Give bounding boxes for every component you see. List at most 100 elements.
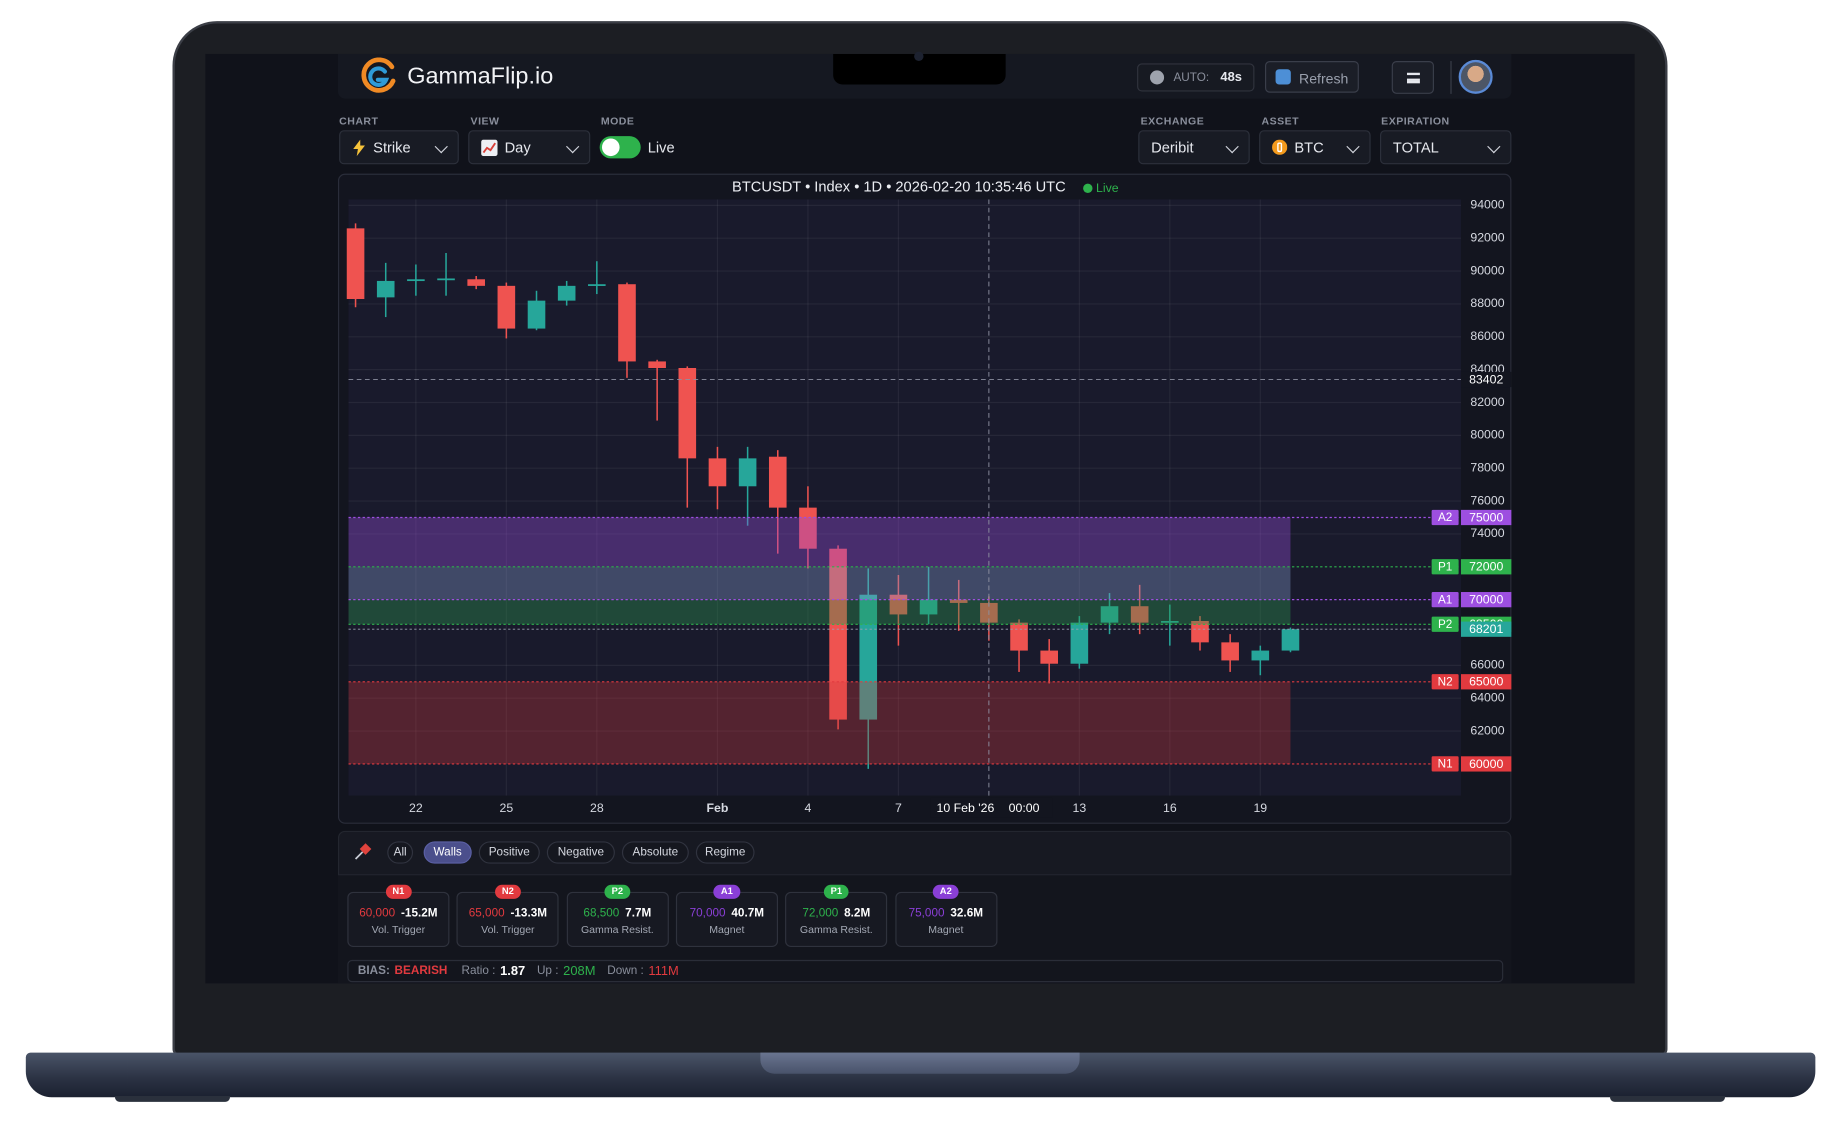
foot (115, 1096, 231, 1102)
card-badge: A2 (932, 884, 959, 899)
level-name-tag (1431, 674, 1459, 690)
candle-body (1221, 642, 1239, 661)
avatar[interactable] (1458, 59, 1493, 94)
card-kind: Vol. Trigger (371, 923, 426, 936)
mode-value: Live (647, 139, 675, 157)
filter-tab[interactable]: All (387, 841, 414, 864)
candle-body (497, 285, 516, 329)
menu-icon (1406, 72, 1420, 84)
candle-body (527, 300, 546, 329)
control-label: ASSET (1261, 115, 1300, 127)
filter-tab[interactable]: Walls (423, 841, 472, 864)
filter-tab[interactable]: Regime (695, 841, 755, 864)
candle-body (1161, 621, 1179, 623)
card-kind: Gamma Resist. (799, 923, 873, 936)
expiration-select[interactable]: TOTAL (1380, 130, 1512, 165)
filter-tab[interactable]: Positive (478, 841, 540, 864)
card-row: 65,000 -13.3M (458, 907, 558, 920)
chevron (434, 140, 448, 154)
level-name: P1 (1438, 560, 1452, 573)
card-gex: 40.7M (731, 907, 765, 921)
level-zone (348, 681, 1291, 764)
base-groove (760, 1052, 1080, 1074)
toggle-knob (601, 138, 620, 157)
card-row: 72,000 8.2M (786, 907, 886, 920)
divider (1450, 61, 1452, 94)
crosshair-date-tag (930, 797, 1053, 818)
candle-body (738, 458, 757, 487)
card-strike: 75,000 (908, 907, 945, 921)
timer-icon (1150, 70, 1165, 85)
chevron (1225, 140, 1239, 154)
chevron (1487, 140, 1501, 154)
candle-body (708, 458, 727, 487)
card-strike: 70,000 (689, 907, 726, 921)
level-value: 65000 (1469, 675, 1503, 689)
level-card[interactable]: A2 75,000 32.6M Magnet (894, 884, 997, 947)
logo (361, 57, 396, 93)
level-card[interactable]: N2 65,000 -13.3M Vol. Trigger (456, 884, 559, 947)
level-name-tag (1431, 509, 1459, 526)
chart-select[interactable]: Strike (339, 130, 459, 165)
menu-button[interactable] (1391, 61, 1434, 94)
filter-tab[interactable]: Negative (546, 841, 615, 864)
pin-icon[interactable] (352, 841, 373, 862)
y-tick-label: 64000 (1470, 690, 1504, 704)
y-tick-label: 94000 (1470, 198, 1504, 212)
brand: GammaFlip.io (407, 63, 554, 90)
candle-body (618, 284, 636, 362)
level-name: P2 (1438, 618, 1452, 631)
x-tick-label: 16 (1163, 801, 1177, 815)
y-tick-label: 82000 (1470, 395, 1504, 409)
exchange-select[interactable]: Deribit (1138, 130, 1250, 165)
level-name-tag (1431, 616, 1459, 632)
level-value: 70000 (1469, 592, 1503, 606)
candle-body (1281, 629, 1300, 651)
control-label: MODE (600, 115, 635, 127)
filter-tab[interactable]: Absolute (621, 841, 689, 864)
card-row: 70,000 40.7M (677, 907, 777, 920)
refresh-button[interactable]: Refresh (1265, 61, 1359, 93)
mode-toggle[interactable] (599, 136, 641, 159)
candle-body (799, 507, 817, 549)
notch (833, 51, 1006, 85)
bolt-icon (353, 139, 365, 156)
level-name-tag (1431, 592, 1459, 608)
level-card[interactable]: A1 70,000 40.7M Magnet (675, 884, 778, 947)
live-status: Live (1096, 181, 1119, 195)
candle-body (648, 361, 666, 369)
camera (914, 51, 924, 62)
asset-select[interactable]: BTC (1259, 130, 1371, 165)
last-price-tag (1460, 621, 1512, 637)
auto-refresh[interactable]: AUTO: 48s (1137, 63, 1255, 92)
bias-bar: BIAS: BEARISH Ratio : 1.87 Up : 208M Dow… (347, 959, 1504, 983)
level-value-tag (1460, 509, 1512, 526)
card-badge: P2 (604, 884, 631, 899)
chart-title: BTCUSDT • Index • 1D • 2026-02-20 10:35:… (732, 180, 1066, 196)
view-select[interactable]: Day (468, 130, 591, 165)
auto-label: AUTO: (1173, 71, 1210, 85)
level-value: 60000 (1469, 757, 1503, 771)
candle-body (919, 599, 938, 615)
card-badge: P1 (823, 884, 850, 899)
card-kind: Vol. Trigger (481, 923, 535, 936)
level-card[interactable]: P2 68,500 7.7M Gamma Resist. (566, 884, 669, 947)
plot-area (348, 199, 1461, 796)
candle-body (768, 456, 787, 508)
candle-body (437, 278, 455, 281)
candle-body (588, 284, 606, 286)
level-card[interactable]: N1 60,000 -15.2M Vol. Trigger (347, 884, 450, 947)
card-row: 68,500 7.7M (567, 907, 667, 920)
candle-body (1130, 606, 1149, 623)
select-value: TOTAL (1392, 139, 1439, 156)
up-label: Up : (536, 964, 559, 978)
card-row: 75,000 32.6M (896, 907, 996, 920)
down-label: Down : (607, 964, 644, 978)
card-badge: N1 (385, 884, 412, 899)
level-value: 72000 (1469, 560, 1503, 574)
level-card[interactable]: P1 72,000 8.2M Gamma Resist. (785, 884, 888, 947)
level-value-tag (1460, 592, 1512, 608)
candle-body (1251, 650, 1270, 661)
y-tick-label: 66000 (1470, 658, 1504, 672)
